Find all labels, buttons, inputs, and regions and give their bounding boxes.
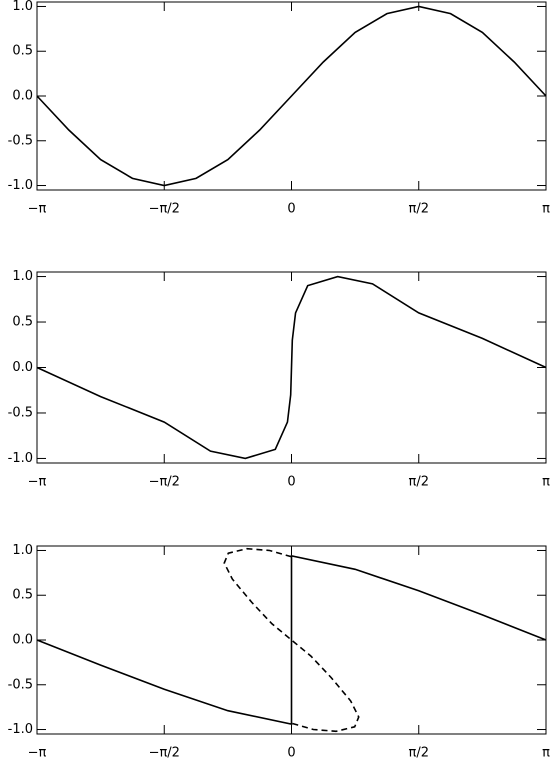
x-tick-label: 0 <box>287 746 295 760</box>
y-tick-label: 0.5 <box>12 315 33 330</box>
y-tick-label: 1.0 <box>12 0 33 14</box>
x-tick-label: −π/2 <box>149 202 180 217</box>
y-tick-label: -1.0 <box>8 451 33 466</box>
y-tick-label: -1.0 <box>8 722 33 737</box>
y-tick-label: 0.0 <box>12 633 33 648</box>
x-tick-label: π/2 <box>409 202 429 217</box>
y-tick-label: -1.0 <box>8 178 33 193</box>
x-tick-label: π/2 <box>409 746 429 760</box>
y-tick-label: 0.0 <box>12 360 33 375</box>
x-tick-label: π <box>542 746 550 760</box>
y-tick-label: 0.0 <box>12 89 33 104</box>
x-tick-label: π <box>542 202 550 217</box>
line <box>36 275 547 460</box>
x-tick-label: −π <box>28 202 47 217</box>
line <box>36 5 547 187</box>
x-tick-label: −π/2 <box>149 475 180 490</box>
x-tick-label: −π <box>28 475 47 490</box>
x-tick-label: 0 <box>287 202 295 217</box>
y-tick-label: 1.0 <box>12 543 33 558</box>
x-tick-label: π/2 <box>409 475 429 490</box>
y-tick-label: 1.0 <box>12 269 33 284</box>
y-tick-label: -0.5 <box>8 677 33 692</box>
y-tick-label: -0.5 <box>8 405 33 420</box>
x-tick-label: π <box>542 475 550 490</box>
x-tick-label: −π/2 <box>149 746 180 760</box>
y-tick-label: -0.5 <box>8 133 33 148</box>
line <box>36 554 547 726</box>
x-tick-label: −π <box>28 746 47 760</box>
y-tick-label: 0.5 <box>12 44 33 59</box>
y-tick-label: 0.5 <box>12 588 33 603</box>
x-tick-label: 0 <box>287 475 295 490</box>
